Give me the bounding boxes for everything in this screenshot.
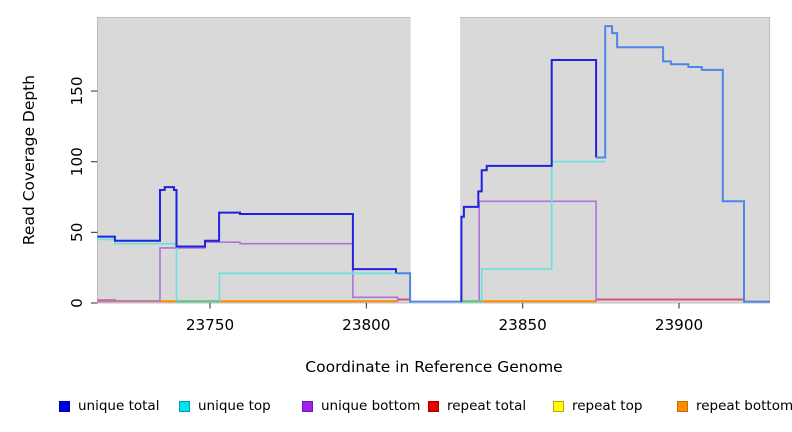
legend-swatch-unique-total [59, 400, 70, 412]
legend-label-unique-top: unique top [198, 398, 271, 414]
legend-label-repeat-bottom: repeat bottom [696, 398, 792, 414]
legend-item-unique-total: unique total [59, 396, 159, 416]
legend-label-unique-total: unique total [78, 398, 160, 414]
legend-label-unique-bottom: unique bottom [321, 398, 421, 414]
legend-item-unique-bottom: unique bottom [302, 396, 420, 416]
legend-swatch-unique-bottom [302, 400, 313, 412]
legend-label-repeat-top: repeat top [572, 398, 643, 414]
svg-text:100: 100 [68, 147, 86, 176]
legend: unique total unique top unique bottom re… [0, 396, 792, 420]
svg-text:23750: 23750 [186, 316, 234, 334]
legend-label-repeat-total: repeat total [447, 398, 527, 414]
legend-item-repeat-total: repeat total [428, 396, 526, 416]
legend-item-unique-top: unique top [179, 396, 271, 416]
legend-item-repeat-top: repeat top [553, 396, 642, 416]
svg-text:0: 0 [68, 298, 86, 308]
svg-text:23850: 23850 [499, 316, 547, 334]
legend-swatch-unique-top [179, 400, 190, 412]
legend-swatch-repeat-top [553, 400, 564, 412]
legend-swatch-repeat-total [428, 400, 439, 412]
svg-text:23800: 23800 [342, 316, 390, 334]
x-axis-label: Coordinate in Reference Genome [305, 358, 563, 376]
legend-item-repeat-bottom: repeat bottom [677, 396, 792, 416]
y-axis-label: Read Coverage Depth [20, 74, 38, 246]
svg-text:23900: 23900 [655, 316, 703, 334]
svg-text:50: 50 [68, 223, 86, 242]
svg-text:150: 150 [68, 77, 86, 106]
legend-swatch-repeat-bottom [677, 400, 688, 412]
